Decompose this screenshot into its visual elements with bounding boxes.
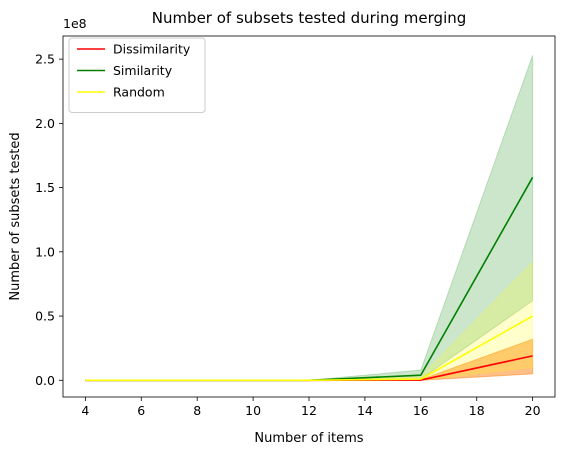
x-tick-label: 8: [193, 403, 201, 418]
x-tick-label: 20: [525, 403, 541, 418]
y-tick-label: 1.0: [35, 244, 55, 259]
legend-label-random: Random: [113, 85, 165, 100]
y-tick-label: 0.5: [35, 309, 55, 324]
x-tick-label: 14: [357, 403, 373, 418]
series-lines: [85, 176, 534, 382]
legend-box: [68, 37, 206, 113]
y-tick-label: 2.0: [35, 116, 55, 131]
chart-title: Number of subsets tested during merging: [152, 9, 467, 27]
legend-label-similarity: Similarity: [113, 63, 173, 78]
y-axis-label: Number of subsets tested: [8, 132, 23, 300]
y-tick-label: 2.5: [35, 52, 55, 67]
y-tick-label: 1.5: [35, 180, 55, 195]
y-axis-ticks: 0.0 0.5 1.0 1.5 2.0 2.5: [35, 52, 63, 388]
x-tick-label: 18: [469, 403, 485, 418]
x-tick-label: 16: [413, 403, 429, 418]
line-random: [85, 315, 534, 382]
y-tick-label: 0.0: [35, 373, 55, 388]
x-tick-label: 6: [137, 403, 145, 418]
x-tick-label: 4: [81, 403, 89, 418]
y-axis-offset-label: 1e8: [63, 16, 87, 31]
legend: Dissimilarity Similarity Random: [68, 37, 206, 113]
x-tick-label: 10: [245, 403, 261, 418]
x-tick-label: 12: [301, 403, 317, 418]
legend-label-dissimilarity: Dissimilarity: [113, 42, 191, 57]
x-axis-ticks: 4 6 8 10 12 14 16 18 20: [81, 397, 541, 418]
x-axis-label: Number of items: [254, 431, 363, 446]
